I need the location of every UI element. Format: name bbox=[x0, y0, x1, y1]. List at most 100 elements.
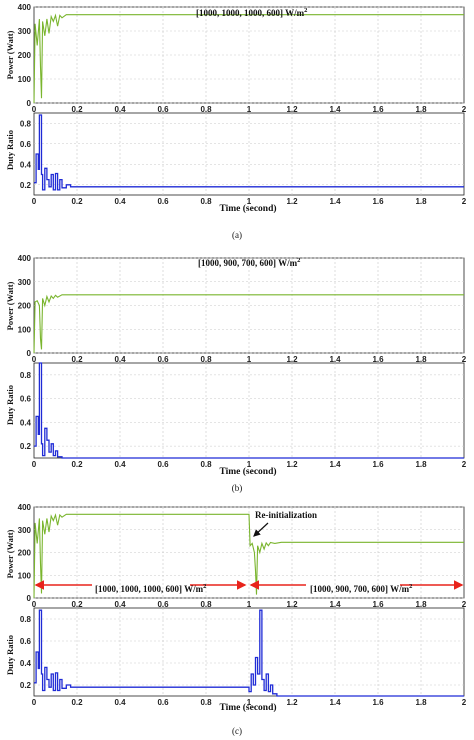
x-tick-label: 1.8 bbox=[415, 460, 427, 469]
x-tick-label: 0.6 bbox=[157, 698, 169, 707]
x-tick-label: 1.2 bbox=[286, 460, 298, 469]
reinit-annotation: Re-initialization bbox=[255, 510, 317, 520]
y-tick-label: 0.8 bbox=[20, 371, 32, 380]
duty-ratio-series-line bbox=[34, 362, 464, 459]
duty-ratio-series-line bbox=[34, 114, 464, 191]
x-tick-label: 2 bbox=[462, 600, 467, 609]
x-tick-label: 0 bbox=[32, 197, 37, 206]
plot-group: 0 0.2 0.4 0.6 0.8 1 1.2 1.4 1.6 1.8 20100200300400… bbox=[18, 3, 467, 707]
x-tick-label: 0.4 bbox=[114, 698, 126, 707]
x-tick-label: 1.8 bbox=[415, 355, 427, 364]
x-tick-label: 1.6 bbox=[372, 698, 384, 707]
x-tick-label: 1 bbox=[247, 698, 252, 707]
x-tick-label: 2 bbox=[462, 197, 467, 206]
y-tick-label: 0.2 bbox=[20, 181, 32, 190]
y-tick-label: 0.8 bbox=[20, 615, 32, 624]
x-tick-label: 0.2 bbox=[71, 698, 83, 707]
irradiance-label-a: [1000, 1000, 1000, 600] W/m2 bbox=[196, 7, 307, 18]
x-tick-label: 1.4 bbox=[329, 600, 341, 609]
x-tick-label: 1.2 bbox=[286, 105, 298, 114]
x-tick-label: 0.8 bbox=[200, 105, 212, 114]
reinit-arrow bbox=[253, 522, 269, 537]
x-tick-label: 0.4 bbox=[114, 600, 126, 609]
irradiance-label-c-left: [1000, 1000, 1000, 600] W/m2 bbox=[95, 583, 206, 594]
x-tick-label: 0.2 bbox=[71, 600, 83, 609]
x-tick-label: 1.8 bbox=[415, 105, 427, 114]
gridlines bbox=[34, 608, 464, 696]
y-tick-label: 0.4 bbox=[20, 418, 32, 427]
x-tick-label: 1.4 bbox=[329, 698, 341, 707]
x-tick-label: 0.2 bbox=[71, 460, 83, 469]
x-tick-label: 0.4 bbox=[114, 460, 126, 469]
x-tick-label: 1.2 bbox=[286, 698, 298, 707]
y-tick-label: 0.4 bbox=[20, 659, 32, 668]
power-series-line bbox=[33, 13, 464, 104]
x-tick-label: 1.6 bbox=[372, 355, 384, 364]
irradiance-label-c-right: [1000, 900, 700, 600] W/m2 bbox=[310, 583, 412, 594]
x-tick-label: 0.8 bbox=[200, 698, 212, 707]
irradiance-label-b: [1000, 900, 700, 600] W/m2 bbox=[198, 257, 300, 268]
x-tick-label: 2 bbox=[462, 698, 467, 707]
subplot-c-duty: 0 0.2 0.4 0.6 0.8 1 1.2 1.4 1.6 1.8 20.20.40.60.8 bbox=[20, 607, 467, 707]
x-tick-label: 1 bbox=[247, 460, 252, 469]
x-tick-label: 1.8 bbox=[415, 197, 427, 206]
duty-ratio-series-line bbox=[34, 609, 464, 697]
duty-ylabel-a: Duty Ratio bbox=[5, 130, 15, 170]
x-tick-label: 1 bbox=[247, 600, 252, 609]
x-tick-label: 1 bbox=[247, 197, 252, 206]
subplot-a-duty: 0 0.2 0.4 0.6 0.8 1 1.2 1.4 1.6 1.8 20.20.40.60.8 bbox=[20, 112, 467, 206]
x-tick-label: 0.8 bbox=[200, 600, 212, 609]
x-tick-label: 1 bbox=[247, 105, 252, 114]
y-tick-label: 200 bbox=[18, 51, 32, 60]
y-tick-label: 0.8 bbox=[20, 119, 32, 128]
y-tick-label: 200 bbox=[18, 302, 32, 311]
y-tick-label: 400 bbox=[18, 254, 32, 263]
y-tick-label: 100 bbox=[18, 571, 32, 580]
x-tick-label: 2 bbox=[462, 355, 467, 364]
x-tick-label: 0.4 bbox=[114, 105, 126, 114]
x-tick-label: 0 bbox=[32, 600, 37, 609]
duty-ylabel-b: Duty Ratio bbox=[5, 385, 15, 425]
y-tick-label: 0 bbox=[27, 349, 32, 358]
x-tick-label: 0 bbox=[32, 460, 37, 469]
y-tick-label: 400 bbox=[18, 3, 32, 12]
x-tick-label: 0 bbox=[32, 105, 37, 114]
x-tick-label: 0.8 bbox=[200, 460, 212, 469]
y-tick-label: 0 bbox=[27, 594, 32, 603]
x-tick-label: 1.8 bbox=[415, 600, 427, 609]
power-ylabel-a: Power (Watt) bbox=[5, 30, 15, 79]
panel-label-a: (a) bbox=[232, 230, 242, 240]
y-tick-label: 0 bbox=[27, 99, 32, 108]
x-tick-label: 0.8 bbox=[200, 355, 212, 364]
y-tick-label: 100 bbox=[18, 75, 32, 84]
gridlines bbox=[34, 113, 464, 195]
x-tick-label: 1.6 bbox=[372, 460, 384, 469]
power-series-line bbox=[33, 294, 464, 354]
x-tick-label: 1.2 bbox=[286, 600, 298, 609]
subplot-a-power: 0 0.2 0.4 0.6 0.8 1 1.2 1.4 1.6 1.8 2 0 100 200 300 400 bbox=[18, 3, 467, 114]
plot-frame bbox=[33, 362, 465, 459]
x-tick-label: 0 bbox=[32, 355, 37, 364]
y-tick-label: 0.6 bbox=[20, 395, 32, 404]
x-tick-label: 0.2 bbox=[71, 355, 83, 364]
x-tick-label: 1.6 bbox=[372, 197, 384, 206]
subplot-c-power: 0 0.2 0.4 0.6 0.8 1 1.2 1.4 1.6 1.8 2 0 100 200 300 400 bbox=[18, 503, 467, 609]
x-tick-label: 0.2 bbox=[71, 105, 83, 114]
x-tick-label: 0.6 bbox=[157, 600, 169, 609]
subplot-b-power: 0 0.2 0.4 0.6 0.8 1 1.2 1.4 1.6 1.8 2 0 100 200 300 400 bbox=[18, 254, 467, 364]
panel-label-b: (b) bbox=[232, 483, 243, 493]
gridlines bbox=[34, 6, 464, 104]
xlabel-a: Time (second) bbox=[219, 203, 276, 214]
panel-label-c: (c) bbox=[232, 726, 242, 736]
x-tick-label: 0.6 bbox=[157, 460, 169, 469]
y-tick-label: 0.4 bbox=[20, 160, 32, 169]
x-tick-label: 0.6 bbox=[157, 197, 169, 206]
gridlines bbox=[34, 506, 464, 599]
x-tick-label: 0.2 bbox=[71, 197, 83, 206]
y-tick-label: 300 bbox=[18, 27, 32, 36]
y-tick-label: 200 bbox=[18, 549, 32, 558]
x-tick-label: 0.4 bbox=[114, 355, 126, 364]
y-tick-label: 0.2 bbox=[20, 681, 32, 690]
y-tick-label: 300 bbox=[18, 526, 32, 535]
